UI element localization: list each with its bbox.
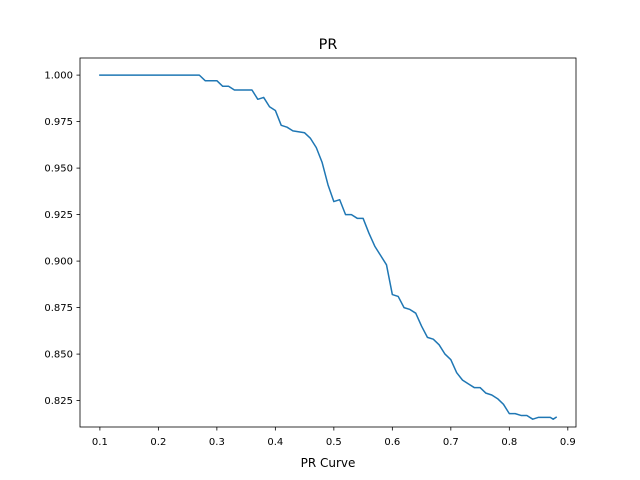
x-tick-label: 0.5 (326, 437, 342, 448)
x-tick-label: 0.7 (443, 437, 459, 448)
x-axis-label: PR Curve (301, 456, 356, 470)
x-tick-label: 0.3 (209, 437, 225, 448)
y-tick-label: 0.900 (44, 257, 73, 268)
x-tick-label: 0.9 (560, 437, 576, 448)
y-tick-label: 0.950 (44, 164, 73, 175)
x-tick-label: 0.8 (501, 437, 517, 448)
y-tick-label: 0.925 (44, 210, 73, 221)
x-tick-label: 0.1 (92, 437, 108, 448)
y-tick-label: 1.000 (44, 71, 73, 82)
plot-frame (79, 57, 577, 428)
chart-title: PR (319, 37, 338, 53)
x-tick-label: 0.6 (384, 437, 400, 448)
y-tick-label: 0.975 (44, 117, 73, 128)
y-tick-label: 0.850 (44, 350, 73, 361)
x-tick-label: 0.2 (150, 437, 166, 448)
pr-series-line (99, 74, 558, 420)
y-axis-ticks: 0.825 0.850 0.875 0.900 0.925 0.950 0.975 1.000 (44, 71, 80, 407)
y-tick-label: 0.825 (44, 396, 73, 407)
x-tick-label: 0.4 (267, 437, 283, 448)
x-axis-ticks: 0.1 0.2 0.3 0.4 0.5 0.6 0.7 0.8 0.9 (92, 427, 576, 448)
y-tick-label: 0.875 (44, 303, 73, 314)
